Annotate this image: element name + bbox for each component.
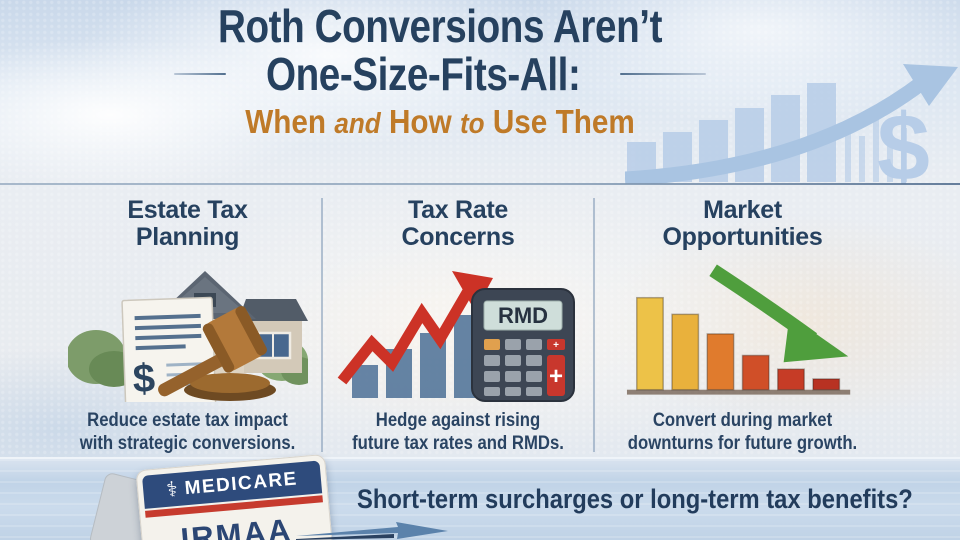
subtitle-word-italic: to xyxy=(459,108,485,140)
estate-illustration: $ xyxy=(55,257,320,402)
description-line: downturns for future growth. xyxy=(627,433,858,454)
column-market: Market Opportunities xyxy=(601,197,884,455)
column-divider-1 xyxy=(321,198,323,452)
plus-label: + xyxy=(553,340,559,351)
growth-chart-decoration: $ xyxy=(625,64,958,184)
column-description: Reduce estate tax impact with strategic … xyxy=(71,409,304,455)
calculator-display-text: RMD xyxy=(497,303,547,328)
downward-green-arrow-icon xyxy=(709,264,849,363)
column-title: Tax Rate Concerns xyxy=(327,197,589,251)
plus-button-small xyxy=(546,339,565,350)
column-title-line2: Concerns xyxy=(401,223,515,251)
subtitle-word-italic: and xyxy=(334,108,381,140)
rising-red-arrow-icon xyxy=(337,271,493,385)
column-title-line1: Tax Rate xyxy=(408,196,508,224)
description-line: Hedge against rising xyxy=(375,410,541,431)
medicare-label: MEDICARE xyxy=(183,467,299,499)
page-title-line1: Roth Conversions Aren’t xyxy=(217,0,663,52)
page-title-line2: One-Size-Fits-All: xyxy=(265,48,581,100)
decoration-reflection-bars xyxy=(845,118,907,182)
caduceus-icon: ⚕ xyxy=(165,477,179,502)
calculator-display xyxy=(483,300,562,331)
page-subtitle: When and How to Use Them xyxy=(170,105,710,141)
plus-label: + xyxy=(548,363,562,390)
upward-trend-arrowhead xyxy=(903,64,958,106)
column-title-line2: Opportunities xyxy=(662,223,823,251)
description-line: with strategic conversions. xyxy=(79,433,296,454)
upward-trend-arrow-icon xyxy=(625,76,928,184)
subtitle-word: Use Them xyxy=(492,103,635,140)
column-title-line1: Market xyxy=(703,196,782,224)
plus-button-large xyxy=(546,355,565,396)
title-dash-left xyxy=(173,73,226,75)
footer-question: Short-term surcharges or long-term tax b… xyxy=(357,484,913,514)
column-title-line2: Planning xyxy=(135,223,240,251)
column-title: Estate Tax Planning xyxy=(55,197,320,251)
column-title: Market Opportunities xyxy=(601,197,884,251)
description-line: future tax rates and RMDs. xyxy=(352,433,564,454)
description-line: Reduce estate tax impact xyxy=(87,410,288,431)
subtitle-word: When xyxy=(245,103,327,140)
tax-rate-illustration: RMD xyxy=(327,257,589,402)
title-dash-right xyxy=(620,73,707,75)
gavel-icon xyxy=(157,305,276,401)
declining-bars-icon xyxy=(636,296,841,391)
rmd-calculator-icon: RMD xyxy=(470,288,575,402)
market-illustration xyxy=(601,257,884,402)
header-section-divider xyxy=(0,183,960,185)
subtitle-word: How xyxy=(388,103,452,140)
column-estate-tax: Estate Tax Planning xyxy=(55,197,320,455)
column-description: Hedge against rising future tax rates an… xyxy=(343,409,574,455)
chart-baseline xyxy=(626,389,851,395)
right-arrow-icon xyxy=(296,522,448,540)
column-divider-2 xyxy=(593,198,595,452)
description-line: Convert during market xyxy=(652,410,833,431)
column-tax-rate: Tax Rate Concerns RMD xyxy=(327,197,589,455)
column-title-line1: Estate Tax xyxy=(127,196,248,224)
dollar-symbol: $ xyxy=(131,356,155,401)
calculator-buttons xyxy=(483,339,542,396)
header: Roth Conversions Aren’t One-Size-Fits-Al… xyxy=(140,2,740,141)
column-description: Convert during market downturns for futu… xyxy=(618,409,867,455)
